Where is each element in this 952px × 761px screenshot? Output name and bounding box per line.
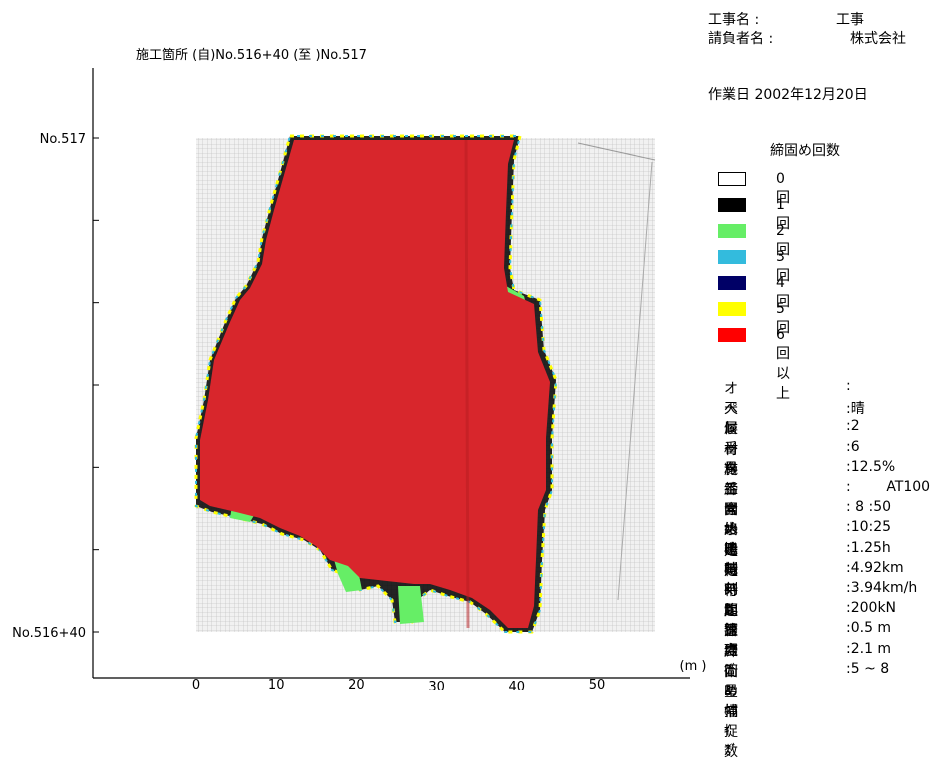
legend-swatch bbox=[718, 302, 746, 316]
x-tick-label: 30 bbox=[428, 680, 445, 690]
info-value: :12.5% bbox=[846, 458, 896, 475]
legend-swatch bbox=[718, 172, 746, 186]
x-tick-label: 40 bbox=[509, 680, 526, 690]
contractor-value: 株式会社 bbox=[850, 31, 906, 47]
fringe-3 bbox=[195, 135, 558, 633]
info-value: :200kN bbox=[846, 600, 897, 617]
y-tick-label-bottom: No.516+40 bbox=[12, 626, 86, 641]
boundary-line-right bbox=[617, 161, 653, 601]
compacted-area-6-plus bbox=[200, 140, 550, 628]
legend-label: 5回 bbox=[776, 301, 790, 336]
info-value: : AT100 bbox=[846, 479, 931, 495]
x-tick-label: 20 bbox=[348, 678, 365, 690]
info-value: : 8 :50 bbox=[846, 499, 892, 516]
legend-label: 6回以上 bbox=[776, 327, 790, 402]
info-label: 終了時刻 bbox=[724, 522, 738, 599]
info-value: :2 bbox=[846, 418, 860, 435]
project-value: 工事 bbox=[836, 12, 864, 28]
info-label: 締固め機械 bbox=[724, 482, 738, 578]
info-label: 開始時刻 bbox=[724, 502, 738, 579]
legend-label: 1回 bbox=[776, 197, 790, 232]
legend-swatch bbox=[718, 276, 746, 290]
info-value: : bbox=[846, 378, 851, 394]
info-value: :1.25h bbox=[846, 539, 891, 556]
legend-label: 4回 bbox=[776, 275, 790, 310]
work-date: 作業日 2002年12月20日 bbox=[708, 87, 868, 103]
boundary-line-top bbox=[577, 142, 656, 161]
info-label: 走行時間 bbox=[724, 542, 738, 619]
info-value: :5 ~ 8 bbox=[846, 660, 890, 677]
info-label: 平均速度 bbox=[724, 583, 738, 659]
info-label: 天候 bbox=[724, 401, 738, 438]
patch-2b bbox=[398, 586, 424, 624]
project-label: 工事名 : bbox=[708, 12, 760, 28]
legend-label: 3回 bbox=[776, 249, 790, 284]
info-value: :0.5 m bbox=[846, 620, 892, 637]
x-tick-label: 50 bbox=[589, 678, 606, 690]
info-label: 走行距離 bbox=[724, 562, 738, 639]
legend-swatch bbox=[718, 198, 746, 212]
info-label: 層番号 bbox=[724, 421, 738, 478]
x-axis-unit: (m ) bbox=[680, 659, 707, 674]
info-value: :3.94km/h bbox=[846, 580, 918, 596]
legend-swatch bbox=[718, 250, 746, 264]
x-tick-label: 10 bbox=[268, 678, 285, 690]
info-value: :10:25 bbox=[846, 519, 892, 536]
contractor-label: 請負者名 : bbox=[708, 31, 774, 47]
roller-seam bbox=[464, 139, 470, 629]
compaction-chart: No.517 No.516+40 0 10 20 30 40 50 (m ) bbox=[12, 68, 707, 690]
info-label: オペレータ bbox=[724, 381, 738, 477]
info-value: :晴 bbox=[846, 401, 865, 418]
info-label: 材料番号 bbox=[724, 441, 738, 518]
info-label: 施工含水比 bbox=[724, 461, 738, 558]
legend-label: 0回 bbox=[776, 171, 790, 206]
info-value: :4.92km bbox=[846, 559, 904, 576]
legend-swatch bbox=[718, 328, 746, 342]
info-value: :6 bbox=[846, 438, 860, 455]
legend-swatch bbox=[718, 224, 746, 238]
info-label: 衛星捕捉数 bbox=[724, 663, 738, 760]
info-label: 起振力 bbox=[724, 603, 738, 660]
x-tick-label: 0 bbox=[192, 678, 200, 690]
chart-title: 施工箇所 (自)No.516+40 (至 )No.517 bbox=[136, 48, 367, 63]
info-value: :2.1 m bbox=[846, 640, 892, 657]
legend-label: 2回 bbox=[776, 223, 790, 258]
y-tick-label-top: No.517 bbox=[40, 132, 86, 147]
legend-title: 締固め回数 bbox=[770, 143, 840, 159]
